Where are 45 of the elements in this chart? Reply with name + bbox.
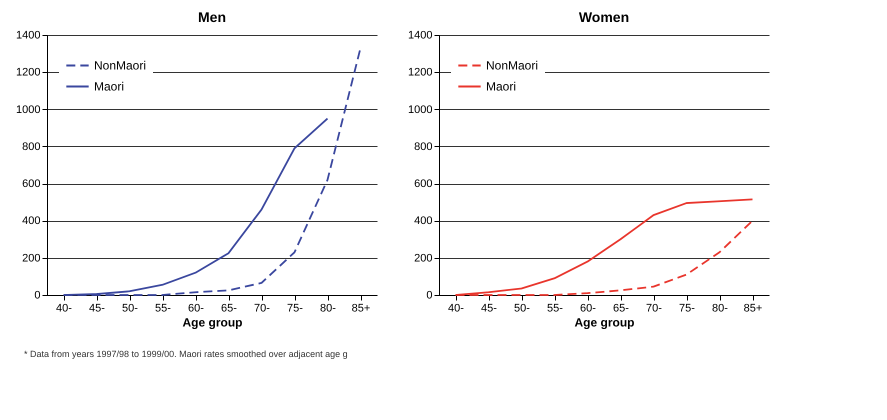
- legend-label: NonMaori: [94, 58, 146, 72]
- y-tick-label: 400: [414, 215, 432, 228]
- x-tick-label: 75-: [679, 302, 696, 314]
- x-tick-label: 85+: [352, 302, 370, 314]
- x-tick-label: 70-: [646, 302, 662, 314]
- y-tick-label: 600: [414, 178, 432, 190]
- chart-title: Women: [578, 9, 630, 25]
- y-tick-label: 600: [22, 178, 40, 190]
- y-tick-label: 0: [426, 290, 432, 302]
- x-tick-label: 80-: [712, 302, 728, 314]
- y-tick-label: 400: [22, 215, 40, 228]
- x-tick-label: 40-: [56, 302, 72, 314]
- x-tick-label: 55-: [547, 302, 564, 314]
- y-tick-label: 800: [22, 140, 40, 153]
- x-tick-label: 80-: [320, 302, 336, 314]
- x-axis-title: Age group: [574, 316, 634, 330]
- legend-label: NonMaori: [486, 58, 538, 72]
- x-tick-label: 45-: [481, 302, 498, 314]
- y-tick-label: 200: [22, 252, 40, 264]
- y-tick-label: 1000: [408, 104, 432, 116]
- x-tick-label: 60-: [580, 302, 596, 314]
- x-tick-label: 85+: [744, 302, 762, 314]
- chart-title: Men: [198, 9, 226, 25]
- x-tick-label: 45-: [89, 302, 106, 314]
- y-tick-label: 1400: [16, 30, 40, 42]
- y-tick-label: 200: [414, 252, 432, 264]
- y-tick-label: 1200: [408, 66, 432, 79]
- y-tick-label: 1000: [16, 104, 40, 116]
- x-tick-label: 55-: [155, 302, 172, 314]
- legend-label: Maori: [94, 80, 124, 94]
- y-tick-label: 1200: [16, 66, 40, 79]
- y-tick-label: 0: [34, 290, 40, 302]
- x-tick-label: 50-: [514, 302, 530, 314]
- legend-label: Maori: [486, 80, 516, 94]
- x-tick-label: 60-: [188, 302, 204, 314]
- y-tick-label: 800: [414, 140, 432, 153]
- x-tick-label: 50-: [122, 302, 138, 314]
- x-axis-title: Age group: [182, 316, 242, 330]
- x-tick-label: 70-: [254, 302, 270, 314]
- text: * Data from years 1997/98 to 1999/00. Maori rates smoothed over adjacent age g: [24, 349, 349, 359]
- y-tick-label: 1400: [408, 30, 432, 42]
- x-tick-label: 40-: [448, 302, 464, 314]
- x-tick-label: 65-: [613, 302, 630, 314]
- x-tick-label: 75-: [287, 302, 304, 314]
- x-tick-label: 65-: [221, 302, 238, 314]
